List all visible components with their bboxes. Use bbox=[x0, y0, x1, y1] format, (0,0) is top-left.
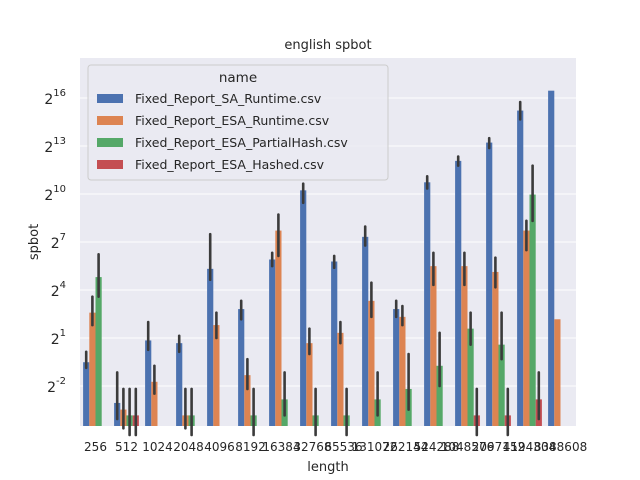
bar bbox=[461, 266, 468, 426]
legend-swatch bbox=[97, 160, 123, 169]
error-bars bbox=[84, 100, 541, 437]
x-tick-label: 2097152 bbox=[472, 440, 525, 454]
legend-label: Fixed_Report_SA_Runtime.csv bbox=[135, 91, 322, 106]
bar bbox=[213, 325, 220, 426]
bar bbox=[145, 340, 152, 426]
x-axis-label: length bbox=[307, 460, 348, 475]
bar bbox=[362, 236, 369, 426]
bar bbox=[517, 110, 524, 426]
bar bbox=[467, 328, 474, 426]
bar bbox=[269, 259, 276, 426]
x-tick-label: 512 bbox=[115, 440, 138, 454]
y-tick-label: 27 bbox=[51, 232, 66, 252]
y-tick-labels: 2-2 21 24 27 210 213 216 bbox=[44, 88, 66, 396]
bar bbox=[244, 375, 251, 426]
legend-label: Fixed_Report_ESA_PartialHash.csv bbox=[135, 135, 348, 150]
x-tick-label: 1048576 bbox=[441, 440, 494, 454]
x-tick-label: 262144 bbox=[383, 440, 429, 454]
x-tick-label: 32768 bbox=[293, 440, 331, 454]
bar bbox=[393, 309, 400, 426]
y-axis-label: spbot bbox=[27, 224, 42, 260]
x-tick-label: 65536 bbox=[324, 440, 362, 454]
bar bbox=[238, 309, 245, 426]
legend-label: Fixed_Report_ESA_Hashed.csv bbox=[135, 157, 325, 172]
y-tick-label: 210 bbox=[44, 184, 66, 204]
bar bbox=[83, 362, 90, 426]
chart-title: english spbot bbox=[284, 38, 371, 53]
x-tick-label: 8192 bbox=[235, 440, 266, 454]
bar bbox=[89, 312, 96, 426]
legend-label: Fixed_Report_ESA_Runtime.csv bbox=[135, 113, 330, 128]
x-tick-label: 8388608 bbox=[534, 440, 587, 454]
bar bbox=[306, 343, 313, 426]
y-tick-label: 24 bbox=[51, 280, 66, 300]
bar bbox=[337, 332, 344, 426]
x-tick-label: 524288 bbox=[414, 440, 460, 454]
bar bbox=[430, 266, 437, 426]
bar bbox=[151, 381, 158, 426]
legend-swatch bbox=[97, 116, 123, 125]
bar bbox=[424, 182, 431, 426]
bar bbox=[498, 344, 505, 426]
bar bbox=[492, 271, 499, 426]
bar bbox=[523, 230, 530, 426]
x-tick-label: 4194304 bbox=[503, 440, 556, 454]
x-tick-label: 16384 bbox=[262, 440, 300, 454]
bar bbox=[300, 190, 307, 426]
legend: name Fixed_Report_SA_Runtime.csv Fixed_Re… bbox=[87, 64, 389, 181]
y-tick-label: 213 bbox=[44, 136, 66, 156]
legend-swatch bbox=[97, 94, 123, 103]
legend-swatch bbox=[97, 138, 123, 147]
bar bbox=[95, 277, 102, 426]
x-tick-labels: 256 512 1024 2048 4096 8192163843276865536131… bbox=[84, 440, 587, 454]
x-tick-label: 4096 bbox=[204, 440, 235, 454]
legend-title: name bbox=[219, 70, 257, 86]
bar bbox=[529, 194, 536, 426]
x-tick-label: 2048 bbox=[173, 440, 204, 454]
bar bbox=[436, 365, 443, 426]
y-tick-label: 216 bbox=[44, 88, 66, 108]
bar bbox=[207, 268, 214, 426]
x-tick-label: 1024 bbox=[142, 440, 173, 454]
bar bbox=[399, 316, 406, 426]
bar bbox=[176, 343, 183, 426]
x-tick-label: 256 bbox=[84, 440, 107, 454]
y-tick-label: 21 bbox=[51, 328, 66, 348]
bar bbox=[455, 160, 462, 427]
y-tick-label: 2-2 bbox=[47, 376, 66, 396]
bar bbox=[548, 90, 555, 427]
bar bbox=[368, 300, 375, 426]
bar bbox=[554, 319, 561, 426]
x-tick-label: 131072 bbox=[352, 440, 398, 454]
legend-frame bbox=[87, 64, 389, 181]
bar bbox=[486, 142, 493, 426]
bar bbox=[331, 261, 338, 426]
bar bbox=[275, 230, 282, 426]
